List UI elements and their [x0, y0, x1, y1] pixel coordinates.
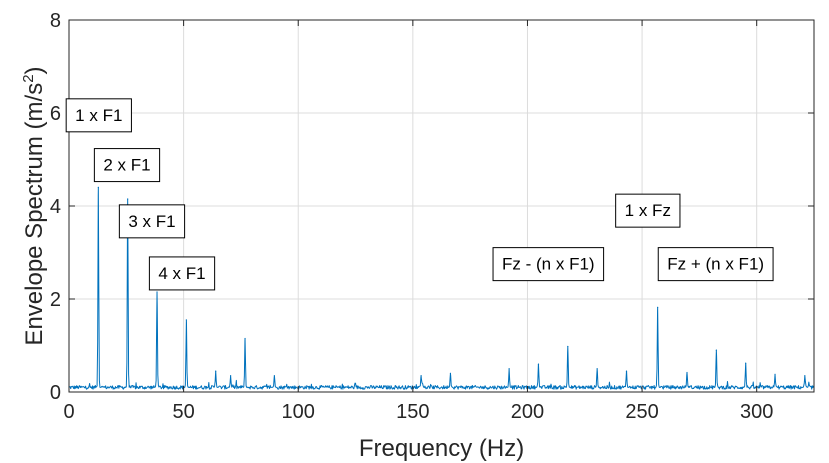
peak-point-15	[657, 306, 659, 308]
peak-point-2	[156, 291, 158, 293]
annotation-1: 2 x F1	[93, 148, 161, 183]
y-axis-label-end: )	[21, 66, 48, 74]
annotation-box-6	[657, 247, 774, 282]
y-axis-label: Envelope Spectrum (m/s2)	[20, 66, 48, 345]
annotation-text-3: 4 x F1	[158, 264, 205, 283]
annotation-box-2	[118, 204, 186, 239]
peak-point-20	[804, 375, 806, 377]
series-line-0	[68, 186, 815, 390]
y-tick-label-2: 4	[50, 196, 61, 218]
peak-point-5	[230, 375, 232, 377]
peak-point-3	[185, 319, 187, 321]
x-tick-label-3: 150	[396, 401, 429, 423]
annotation-layer: 1 x F1 2 x F1 3 x F1 4 x F1 1 x Fz Fz - (n x …	[65, 98, 774, 291]
peak-point-8	[420, 375, 422, 377]
annotation-text-2: 3 x F1	[128, 212, 175, 231]
annotation-text-0: 1 x F1	[75, 106, 122, 125]
peak-point-9	[449, 372, 452, 374]
x-tick-label-2: 100	[282, 401, 315, 423]
peak-point-13	[596, 368, 598, 370]
peak-point-18	[745, 362, 747, 364]
x-tick-label-1: 50	[172, 401, 194, 423]
peak-point-10	[508, 368, 510, 370]
tick-marks	[68, 19, 814, 393]
annotation-2: 3 x F1	[118, 204, 186, 239]
annotation-6: Fz + (n x F1)	[657, 247, 774, 282]
annotation-text-5: Fz - (n x F1)	[502, 255, 595, 274]
annotation-5: Fz - (n x F1)	[492, 247, 605, 282]
peak-point-12	[567, 345, 569, 348]
annotation-text-1: 2 x F1	[103, 156, 150, 175]
peak-point-11	[537, 363, 540, 365]
y-axis-label-main: Envelope Spectrum (m/s	[21, 83, 48, 346]
annotation-text-4: 1 x Fz	[625, 201, 671, 220]
peak-point-1	[127, 198, 129, 200]
y-tick-label-4: 8	[50, 10, 61, 32]
peak-point-17	[715, 349, 717, 351]
peak-point-4	[215, 370, 217, 372]
y-axis-label-superscript: 2	[20, 74, 37, 82]
annotation-3: 4 x F1	[148, 256, 216, 291]
x-axis-label: Frequency (Hz)	[359, 435, 524, 462]
annotation-box-4	[615, 193, 681, 228]
y-tick-label-3: 6	[50, 103, 61, 125]
peak-point-19	[774, 373, 776, 375]
annotation-box-1	[93, 148, 161, 183]
annotation-box-0	[65, 98, 132, 133]
y-tick-label-0: 0	[50, 382, 61, 404]
annotation-4: 1 x Fz	[615, 193, 681, 228]
peak-point-7	[273, 375, 275, 377]
x-tick-label-4: 200	[511, 401, 544, 423]
annotation-text-6: Fz + (n x F1)	[667, 255, 764, 274]
peak-point-14	[625, 370, 628, 372]
annotation-box-5	[492, 247, 605, 282]
peak-point-16	[686, 371, 688, 374]
y-tick-label-1: 2	[50, 289, 61, 311]
annotation-0: 1 x F1	[65, 98, 132, 133]
x-tick-label-6: 300	[740, 401, 773, 423]
x-tick-label-5: 250	[625, 401, 658, 423]
x-tick-label-0: 0	[63, 401, 74, 423]
series-layer	[68, 186, 815, 390]
annotation-box-3	[148, 256, 216, 291]
peak-point-6	[244, 337, 246, 340]
peak-point-0	[97, 186, 99, 188]
